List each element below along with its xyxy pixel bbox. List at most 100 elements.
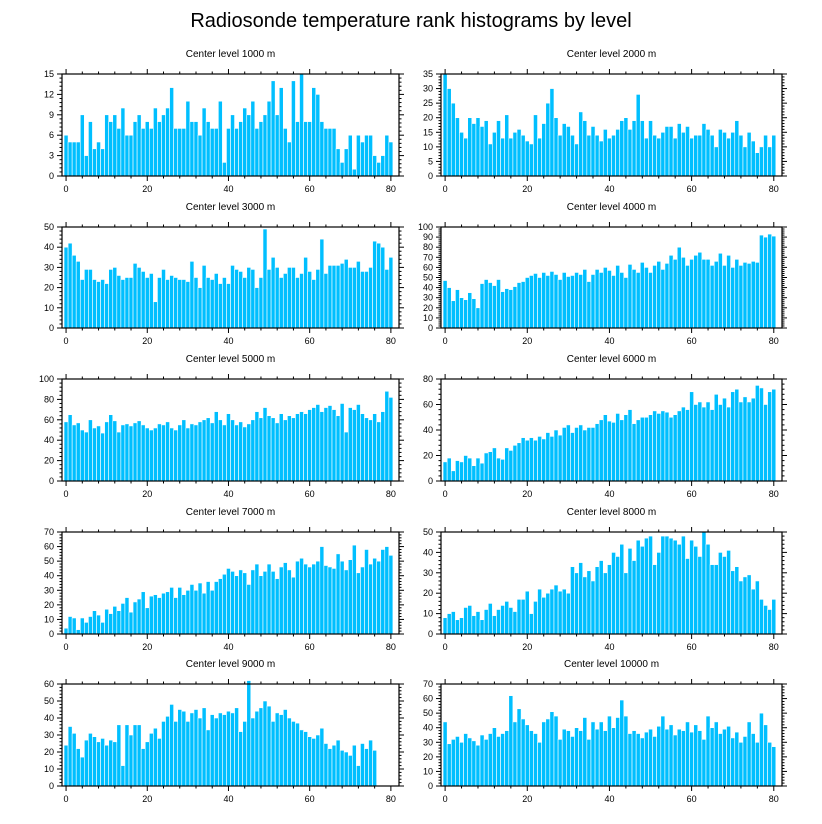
histogram-bar xyxy=(347,407,353,482)
histogram-bar xyxy=(750,397,756,482)
histogram-bar xyxy=(218,578,223,635)
histogram-bar xyxy=(173,128,179,177)
x-tick-label: 40 xyxy=(223,489,233,499)
histogram-bar xyxy=(177,587,183,635)
histogram-bar xyxy=(327,265,333,329)
histogram-bar xyxy=(331,128,337,177)
x-tick-label: 0 xyxy=(64,336,69,346)
histogram-bar xyxy=(450,470,456,482)
histogram-bar xyxy=(512,611,518,635)
histogram-bar xyxy=(697,730,703,787)
histogram-bar xyxy=(128,734,134,787)
histogram-bar xyxy=(343,148,349,177)
histogram-bar xyxy=(566,592,571,635)
histogram-bar xyxy=(209,422,215,482)
y-tick-label: 10 xyxy=(44,764,54,774)
histogram-bar xyxy=(701,406,707,482)
histogram-bar xyxy=(598,140,604,177)
histogram-bar xyxy=(639,416,645,482)
histogram-bar xyxy=(360,141,365,177)
histogram-bar xyxy=(520,599,526,635)
histogram-bar xyxy=(262,228,268,329)
histogram-bar xyxy=(570,134,575,177)
histogram-bar xyxy=(67,616,73,635)
histogram-bar xyxy=(299,557,304,635)
histogram-bar xyxy=(226,283,231,329)
histogram-bar xyxy=(144,427,150,482)
histogram-bar xyxy=(475,457,481,482)
histogram-bar xyxy=(566,730,571,787)
histogram-bar xyxy=(356,765,361,787)
histogram-bar xyxy=(104,744,109,787)
y-tick-label: 0 xyxy=(428,476,433,486)
histogram-bar xyxy=(574,143,579,177)
histogram-bar xyxy=(88,269,93,329)
histogram-bar xyxy=(467,292,473,329)
histogram-bar xyxy=(116,128,122,177)
histogram-bar xyxy=(79,429,85,482)
histogram-bar xyxy=(516,708,522,787)
histogram-bar xyxy=(508,450,514,482)
histogram-bar xyxy=(112,267,118,329)
y-tick-label: 5 xyxy=(428,156,433,166)
histogram-bar xyxy=(213,273,219,329)
histogram-bar xyxy=(746,574,752,635)
x-tick-label: 40 xyxy=(604,642,614,652)
histogram-bar xyxy=(763,404,768,482)
histogram-bar xyxy=(120,424,126,482)
histogram-bar xyxy=(726,725,731,787)
histogram-bar xyxy=(360,271,365,329)
histogram-bar xyxy=(685,126,690,177)
y-tick-label: 0 xyxy=(428,323,433,333)
histogram-bar xyxy=(730,570,736,635)
histogram-bar xyxy=(368,267,373,329)
histogram-bar xyxy=(693,254,699,329)
histogram-bar xyxy=(185,100,191,177)
histogram-bar xyxy=(319,121,325,177)
y-tick-label: 0 xyxy=(428,629,433,639)
y-tick-label: 0 xyxy=(428,171,433,181)
histogram-bar xyxy=(504,601,510,635)
histogram-bar xyxy=(311,279,317,329)
histogram-bar xyxy=(496,609,501,635)
histogram-bar xyxy=(201,592,207,635)
histogram-bar xyxy=(144,741,150,787)
histogram-bar xyxy=(258,575,264,635)
panel-title: Center level 9000 m xyxy=(186,659,276,670)
histogram-bar xyxy=(112,606,118,635)
histogram-bar xyxy=(116,610,122,635)
histogram-bar xyxy=(352,168,357,177)
histogram-bar xyxy=(553,117,559,177)
y-tick-label: 60 xyxy=(423,400,433,410)
histogram-bar xyxy=(149,128,154,177)
histogram-bar xyxy=(475,744,481,787)
histogram-bar xyxy=(278,413,284,482)
histogram-bar xyxy=(120,603,126,635)
histogram-bar xyxy=(602,572,608,635)
histogram-bar xyxy=(112,741,118,787)
histogram-bar xyxy=(331,265,337,329)
histogram-bar xyxy=(644,537,649,635)
histogram-bar xyxy=(193,277,199,329)
histogram-bar xyxy=(218,100,223,177)
histogram-bar xyxy=(487,282,493,329)
histogram-bar xyxy=(746,721,752,787)
x-tick-label: 0 xyxy=(64,794,69,804)
plot-frame xyxy=(61,73,400,177)
histogram-bar xyxy=(100,432,105,482)
histogram-bar xyxy=(574,272,579,329)
histogram-bar xyxy=(376,560,382,635)
y-tick-label: 15 xyxy=(423,127,433,137)
histogram-bar xyxy=(169,87,174,177)
histogram-bar xyxy=(339,403,345,482)
histogram-bar xyxy=(254,563,260,635)
x-tick-label: 20 xyxy=(142,489,152,499)
histogram-bar xyxy=(508,137,514,177)
histogram-bar xyxy=(516,282,522,329)
y-tick-label: 40 xyxy=(423,723,433,733)
histogram-bar xyxy=(303,256,308,329)
histogram-bar xyxy=(602,267,608,329)
y-tick-label: 30 xyxy=(44,730,54,740)
histogram-bar xyxy=(644,137,649,177)
histogram-bar xyxy=(282,562,288,635)
